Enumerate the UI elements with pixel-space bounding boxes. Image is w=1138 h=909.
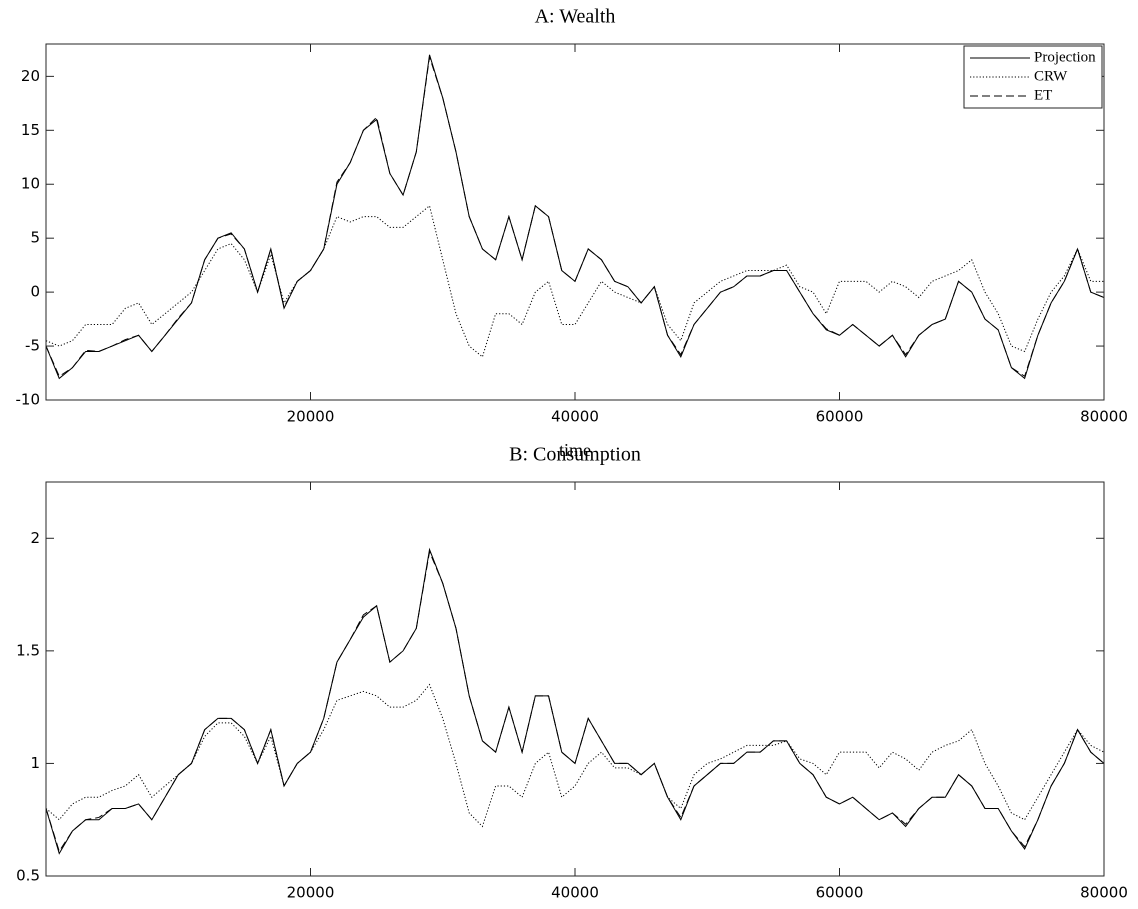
series-line: [46, 54, 1104, 380]
x-tick-label: 80000: [1080, 884, 1128, 902]
x-tick-label: 20000: [287, 408, 335, 426]
x-tick-label: 40000: [551, 408, 599, 426]
y-tick-label: -5: [25, 337, 40, 355]
x-tick-label: 60000: [816, 408, 864, 426]
axes-box: [45, 481, 1105, 877]
series-line: [46, 550, 1104, 853]
x-tick-label: 60000: [816, 884, 864, 902]
y-tick-label: 0: [30, 283, 40, 301]
chart-title: B: Consumption: [509, 444, 641, 466]
subplot: B: Consumption 20000 40000 60000 80000 0.5 1 1.…: [16, 444, 1128, 902]
x-axis-label: time: [559, 440, 591, 460]
series-line: [46, 547, 1104, 855]
y-tick-label: 2: [30, 529, 40, 547]
x-tick-label: 80000: [1080, 408, 1128, 426]
y-tick-label: 0.5: [16, 867, 40, 885]
y-tick-label: 10: [21, 175, 40, 193]
x-tick-label: 40000: [551, 884, 599, 902]
x-tick-label: 20000: [287, 884, 335, 902]
y-tick-label: 5: [30, 229, 40, 247]
legend: Projection CRW ET: [963, 45, 1103, 109]
legend-label: CRW: [1034, 68, 1068, 84]
y-tick-label: 15: [21, 121, 40, 139]
chart-title: A: Wealth: [535, 6, 616, 28]
subplot: A: Wealth time 20000 40000 60000 80000 -10 -5 0 5…: [16, 6, 1128, 461]
y-tick-label: 1.5: [16, 641, 40, 659]
legend-label: Projection: [1034, 49, 1096, 65]
series-line: [46, 683, 1104, 828]
y-tick-label: -10: [16, 391, 41, 409]
legend-label: ET: [1034, 87, 1052, 103]
axes-box: [45, 43, 1105, 401]
y-tick-label: 1: [30, 754, 40, 772]
y-tick-label: 20: [21, 67, 40, 85]
series-line: [46, 56, 1104, 378]
